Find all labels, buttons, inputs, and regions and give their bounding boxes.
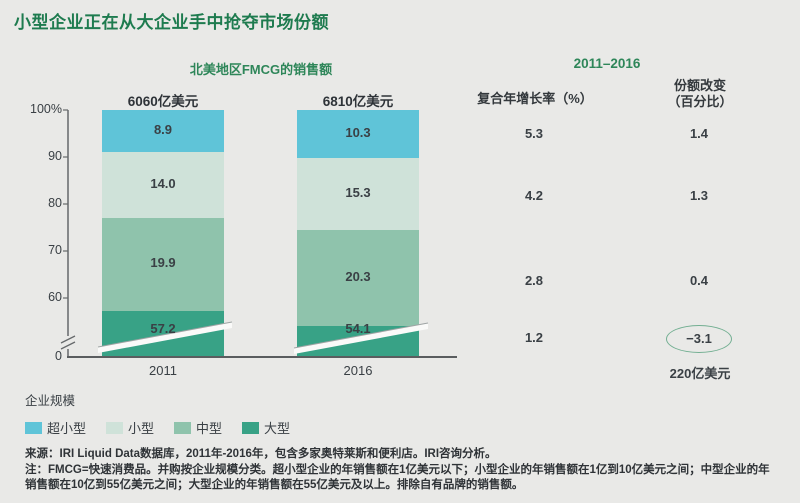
bar-value-label: 20.3	[345, 269, 371, 285]
legend-item-大型: 大型	[242, 418, 290, 437]
y-axis-tick-label: 0	[55, 349, 62, 363]
bar-total-label: 6810亿美元	[322, 94, 394, 109]
cagr-column-header: 复合年增长率（%）	[477, 91, 593, 106]
legend: 企业规模 超小型 小型 中型 大型	[25, 390, 290, 437]
share-loss-amount-label: 220亿美元	[669, 366, 731, 381]
legend-item-中型: 中型	[174, 418, 222, 437]
footer-source-label: 来源：	[25, 448, 60, 460]
y-axis-tick-label: 80	[48, 196, 62, 210]
cagr-value: 4.2	[524, 188, 544, 203]
bar-total-label: 6060亿美元	[127, 94, 199, 109]
bar-segment-中型	[102, 217, 224, 312]
y-axis-tick-label: 60	[48, 290, 62, 304]
legend-swatch	[242, 421, 260, 434]
legend-item-label: 小型	[128, 421, 155, 436]
legend-item-超小型: 超小型	[25, 418, 86, 437]
chart-subtitle: 北美地区FMCG的销售额	[189, 62, 333, 77]
share-change-header-line2: （百分比）	[667, 94, 733, 109]
cagr-value: 2.8	[524, 273, 544, 288]
page-title: 小型企业正在从大企业手中抢夺市场份额	[14, 13, 329, 32]
legend-item-label: 中型	[196, 421, 223, 436]
bar-value-label: 54.1	[345, 321, 371, 336]
bar-segment-小型	[297, 158, 419, 231]
footer: 来源：IRI Liquid Data数据库，2011年-2016年，包含多家奥特…	[25, 447, 773, 494]
bar-value-label: 57.2	[150, 321, 176, 336]
legend-swatch	[25, 421, 42, 434]
y-axis-tick-label: 100%	[30, 102, 62, 116]
share-change-header-line1: 份额改变	[673, 78, 726, 93]
footer-source-text: IRI Liquid Data数据库，2011年-2016年，包含多家奥特莱斯和…	[59, 448, 497, 460]
legend-title: 企业规模	[25, 394, 76, 408]
y-axis-tick-label: 70	[48, 243, 62, 257]
bar-value-label: 10.3	[345, 125, 371, 141]
legend-items: 超小型 小型 中型 大型	[25, 418, 290, 437]
x-axis-category-label: 2011	[149, 363, 177, 378]
axis-break-mark-1	[60, 335, 76, 344]
period-label: 2011–2016	[573, 56, 641, 71]
axis-break-mark-2	[60, 341, 76, 350]
y-axis-tick-label: 90	[48, 149, 62, 163]
footer-source-line: 来源：IRI Liquid Data数据库，2011年-2016年，包含多家奥特…	[25, 447, 773, 463]
legend-item-小型: 小型	[106, 418, 154, 437]
footer-note-text: FMCG=快速消费品。并购按企业规模分类。超小型企业的年销售额在1亿美元以下；小…	[25, 463, 770, 492]
share-change-value: 1.4	[689, 126, 709, 141]
bar-segment-超小型	[102, 110, 224, 152]
legend-swatch	[174, 421, 192, 434]
legend-item-label: 大型	[264, 421, 291, 436]
legend-swatch	[106, 421, 124, 434]
axis-break-gap	[62, 336, 74, 349]
bar-value-label: 15.3	[345, 185, 371, 201]
footer-note-label: 注：	[25, 463, 48, 476]
cagr-value: 5.3	[524, 126, 544, 141]
x-axis-category-label: 2016	[343, 363, 373, 378]
bar-value-label: 14.0	[150, 175, 176, 191]
legend-item-label: 超小型	[47, 421, 87, 436]
cagr-value: 1.2	[524, 330, 544, 345]
y-axis-ticks	[63, 109, 68, 299]
share-change-value: 0.4	[689, 273, 709, 288]
bar-segment-小型	[102, 151, 224, 218]
share-change-value: 1.3	[689, 188, 709, 203]
bar-value-label: 19.9	[150, 255, 176, 271]
share-change-column-header: 份额改变 （百分比）	[644, 78, 756, 110]
bar-segment-中型	[297, 230, 419, 326]
share-change-value-circled: −3.1	[666, 325, 732, 353]
footer-note-line: 注：FMCG=快速消费品。并购按企业规模分类。超小型企业的年销售额在1亿美元以下…	[25, 463, 773, 494]
bar-value-label: 8.9	[153, 121, 173, 137]
bar-segment-超小型	[297, 110, 419, 159]
